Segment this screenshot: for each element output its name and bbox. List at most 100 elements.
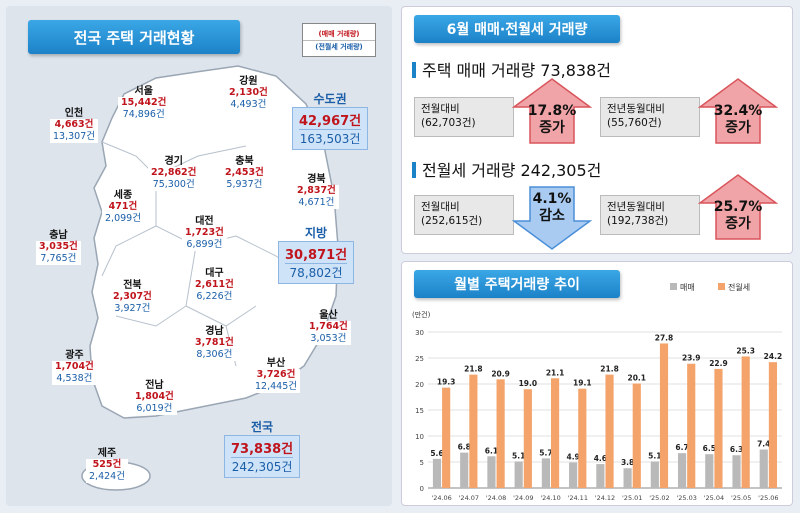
summary-title: 6월 매매·전월세 거래량 [414,15,620,43]
legend-swatch-1 [718,283,725,290]
data-label: 6.5 [703,444,716,453]
data-label: 6.8 [458,443,471,452]
x-tick-label: '25.06 [758,494,778,502]
data-label: 3.8 [621,458,634,467]
summary-national: 전국 73,838건 242,305건 [224,418,301,478]
x-tick-label: '24.10 [540,494,560,502]
data-label: 6.7 [675,443,688,452]
bar-sale [569,462,578,488]
x-tick-label: '25.03 [676,494,696,502]
bar-rent [741,356,750,488]
region-chungbuk: 충북 2,453건 5,937건 [222,152,267,191]
bar-rent [714,368,723,488]
rent-yoy-up-arrow-icon [698,174,778,240]
legend-rent: (전월세 거래량) [303,40,375,53]
bar-sale [759,449,768,488]
y-axis-label: (만건) [412,310,431,319]
data-label: 22.9 [709,359,728,368]
data-label: 4.9 [566,453,579,462]
region-gwangju: 광주 1,704건 4,538건 [52,346,97,385]
bar-rent [578,388,587,488]
data-label: 27.8 [655,333,674,342]
x-tick-label: '25.02 [649,494,669,502]
x-tick-label: '24.07 [459,494,479,502]
bar-sale [514,461,523,488]
chart-title: 월별 주택거래량 추이 [414,270,620,298]
y-tick-label: 5 [420,459,424,467]
sale-mom-up-arrow-icon [512,78,592,144]
bar-rent [496,379,505,488]
data-label: 5.6 [430,449,443,458]
y-tick-label: 10 [415,433,424,441]
data-label: 19.3 [437,378,456,387]
data-label: 24.2 [764,352,783,361]
bar-rent [523,389,532,488]
bar-rent [659,343,669,488]
rent-mom-down-arrow-icon [512,186,592,250]
data-label: 5.7 [539,448,552,457]
bar-rent [442,387,451,488]
region-jeonbuk: 전북 2,307건 3,927건 [110,276,155,315]
data-label: 5.1 [648,451,661,460]
map-panel: 전국 주택 거래현황 (매매 거래량) (전월세 거래량) 서울 15,442건… [6,6,392,506]
region-jeonnam: 전남 1,804건 6,019건 [132,376,177,415]
region-daejeon: 대전 1,723건 6,899건 [182,212,227,251]
summary-panel: 6월 매매·전월세 거래량 주택 매매 거래량 73,838건 전월대비 (62… [401,6,793,254]
bar-rent [469,374,478,488]
summary-capital: 수도권 42,967건 163,503건 [292,90,369,150]
x-tick-label: '24.12 [595,494,615,502]
bar-sale [705,454,714,488]
rent-mom-change: 4.1% 감소 [532,191,572,224]
region-busan: 부산 3,726건 12,445건 [252,354,300,393]
sale-yoy-change: 32.4% 증가 [713,103,763,136]
region-seoul: 서울 15,442건 74,896건 [118,82,170,121]
region-gyeongbuk: 경북 2,837건 4,671건 [294,170,339,209]
y-tick-label: 0 [420,485,424,493]
region-gyeonggi: 경기 22,862건 75,300건 [148,152,200,191]
rent-headline: 전월세 거래량 242,305건 [412,157,601,181]
region-sejong: 세종 471건 2,099건 [102,186,144,225]
region-ulsan: 울산 1,764건 3,053건 [306,306,351,345]
data-label: 20.9 [491,369,510,378]
y-tick-label: 15 [415,407,424,415]
y-tick-label: 20 [415,381,424,389]
y-tick-label: 30 [415,329,424,337]
x-tick-label: '24.11 [568,494,588,502]
bar-sale [677,453,687,488]
data-label: 6.3 [730,445,743,454]
data-label: 19.0 [519,379,538,388]
sale-headline: 주택 매매 거래량 73,838건 [412,57,611,81]
summary-local: 지방 30,871건 78,802건 [278,224,355,284]
region-gangwon: 강원 2,130건 4,493건 [226,72,271,111]
data-label: 21.8 [600,365,619,374]
bar-sale [596,464,605,488]
data-label: 4.6 [594,454,607,463]
map-legend: (매매 거래량) (전월세 거래량) [302,23,376,57]
sale-mom-change: 17.8% 증가 [527,103,577,136]
x-tick-label: '25.04 [704,494,724,502]
region-incheon: 인천 4,663건 13,307건 [50,104,98,143]
legend-swatch-0 [670,283,677,290]
sale-mom-label: 전월대비 (62,703건) [414,97,514,137]
bar-rent [687,363,696,488]
region-daegu: 대구 2,611건 6,226건 [192,264,237,303]
rent-yoy-label: 전년동월대비 (192,738건) [600,195,700,235]
legend-label-0: 매매 [680,283,695,292]
bar-rent [605,374,614,488]
legend-label-1: 전월세 [728,282,750,292]
data-label: 20.1 [628,373,647,382]
rent-yoy-change: 25.7% 증가 [713,199,763,232]
bar-sale [460,452,469,488]
rent-mom-label: 전월대비 (252,615건) [414,195,514,235]
x-tick-label: '24.08 [486,494,506,502]
x-tick-label: '25.05 [731,494,751,502]
region-gyeongnam: 경남 3,781건 8,306건 [192,322,237,361]
data-label: 19.1 [573,379,592,388]
data-label: 7.4 [757,440,770,449]
bar-chart: 매매 전월세 (만건) 0 5 10 15 20 25 30 5.6 19.3 '24.06 6.8 21.… [412,282,783,502]
y-tick-label: 25 [415,355,424,363]
chart-panel: 월별 주택거래량 추이 매매 전월세 (만건) 0 5 10 15 20 25 30 5.6 19.3… [401,261,793,506]
data-label: 6.1 [485,446,498,455]
bar-sale [732,455,741,488]
data-label: 21.8 [464,365,483,374]
